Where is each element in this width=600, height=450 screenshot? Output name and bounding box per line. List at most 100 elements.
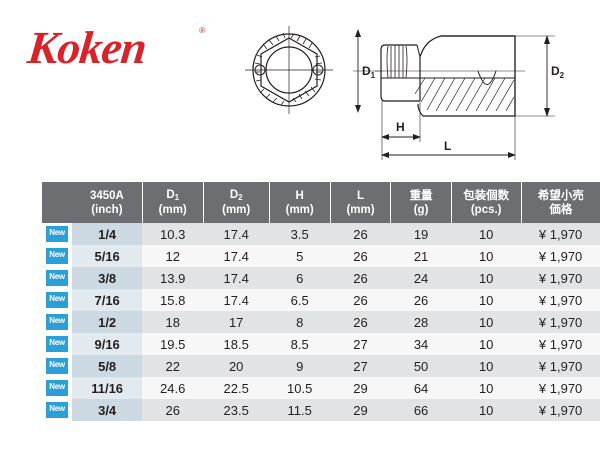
cell-d1: 22 [142,355,204,377]
cell-size: 9/16 [72,333,143,355]
dimension-label-h: H [396,120,405,134]
cell-weight: 24 [390,267,452,289]
column-header-l: L (mm) [330,182,392,223]
cell-package-qty: 10 [451,289,522,311]
cell-h: 10.5 [269,377,331,399]
table-row: New 3/4 26 23.5 11.5 29 66 10 ¥ 1,970 [42,399,600,421]
new-badge: New [46,248,68,264]
specification-table: 3450A (inch) D1 (mm) D2 (mm) H (mm) L (m… [42,182,600,421]
dimension-h [381,101,421,142]
cell-h: 8 [269,311,331,333]
cell-d1: 24.6 [142,377,204,399]
cell-price: ¥ 1,970 [521,399,600,421]
cell-package-qty: 10 [451,311,522,333]
cell-size: 1/2 [72,311,143,333]
cell-l: 26 [330,245,391,267]
badge-cell: New [42,333,72,355]
table-row: New 11/16 24.6 22.5 10.5 29 64 10 ¥ 1,970 [42,377,600,399]
column-header-price: 希望小売 価格 [521,182,600,223]
dimension-d1 [353,29,383,113]
cell-d2: 23.5 [203,399,270,421]
cell-size: 3/4 [72,399,143,421]
cell-d2: 20 [203,355,270,377]
cell-d1: 10.3 [142,223,204,245]
badge-cell: New [42,223,72,245]
cell-price: ¥ 1,970 [521,267,600,289]
cell-d1: 19.5 [142,333,204,355]
end-view-drawing [245,26,333,114]
cell-d1: 18 [142,311,204,333]
cell-size: 7/16 [72,289,143,311]
cell-price: ¥ 1,970 [521,355,600,377]
cell-price: ¥ 1,970 [521,311,600,333]
cell-d1: 13.9 [142,267,204,289]
cell-package-qty: 10 [451,223,522,245]
cell-weight: 19 [390,223,452,245]
header-badge-spacer [42,182,72,223]
cell-package-qty: 10 [451,377,522,399]
badge-cell: New [42,399,72,421]
table-row: New 1/4 10.3 17.4 3.5 26 19 10 ¥ 1,970 [42,223,600,245]
cell-h: 6.5 [269,289,331,311]
cell-d1: 26 [142,399,204,421]
badge-cell: New [42,267,72,289]
cell-h: 9 [269,355,331,377]
header-unit: (inch) [91,203,123,216]
header-title: D2 [229,189,243,202]
cell-l: 27 [330,355,391,377]
new-badge: New [46,380,68,396]
cell-weight: 26 [390,289,452,311]
table-row: New 1/2 18 17 8 26 28 10 ¥ 1,970 [42,311,600,333]
cell-d2: 22.5 [203,377,270,399]
header-unit: (mm) [285,203,314,216]
cell-package-qty: 10 [451,399,522,421]
column-header-model: 3450A (inch) [72,182,143,223]
cell-weight: 28 [390,311,452,333]
dimension-label-d2: D2 [551,64,565,80]
header-unit: (mm) [158,204,187,216]
cell-price: ¥ 1,970 [521,377,600,399]
cell-h: 3.5 [269,223,331,245]
cell-weight: 21 [390,245,452,267]
table-row: New 7/16 15.8 17.4 6.5 26 26 10 ¥ 1,970 [42,289,600,311]
product-technical-drawing: D1 D2 H L [225,12,585,167]
cell-size: 5/16 [72,245,143,267]
cell-d2: 18.5 [203,333,270,355]
header-title: 包装個数 [463,189,510,202]
cell-size: 11/16 [72,377,143,399]
table-row: New 9/16 19.5 18.5 8.5 27 34 10 ¥ 1,970 [42,333,600,355]
cell-l: 27 [330,333,391,355]
cell-d2: 17 [203,311,270,333]
column-header-h: H (mm) [269,182,331,223]
cell-weight: 50 [390,355,452,377]
dimension-d2 [515,35,555,117]
header-title: D1 [166,189,180,202]
cell-d2: 17.4 [203,245,270,267]
header-title: H [295,189,304,202]
cell-l: 26 [330,311,391,333]
dimension-l [381,116,516,160]
header-title: L [357,189,365,202]
cell-d1: 12 [142,245,204,267]
dimension-label-d1: D1 [362,64,376,80]
koken-logo: Koken ® [25,20,205,78]
registered-trademark-icon: ® [199,26,205,35]
header-unit: (mm) [222,204,251,216]
header-unit: (pcs.) [470,203,502,216]
header-title: 希望小売 [537,189,584,202]
new-badge: New [46,358,68,374]
new-badge: New [46,270,68,286]
cell-l: 26 [330,289,391,311]
table-row: New 3/8 13.9 17.4 6 26 24 10 ¥ 1,970 [42,267,600,289]
column-header-weight: 重量 (g) [390,182,452,223]
cell-l: 26 [330,223,391,245]
column-header-package-qty: 包装個数 (pcs.) [451,182,522,223]
cell-weight: 34 [390,333,452,355]
cell-package-qty: 10 [451,333,522,355]
column-header-d1: D1 (mm) [142,182,204,223]
cell-l: 29 [330,377,391,399]
cell-price: ¥ 1,970 [521,223,600,245]
table-row: New 5/8 22 20 9 27 50 10 ¥ 1,970 [42,355,600,377]
new-badge: New [46,336,68,352]
socket-drawing-svg: D1 D2 H L [245,26,565,160]
